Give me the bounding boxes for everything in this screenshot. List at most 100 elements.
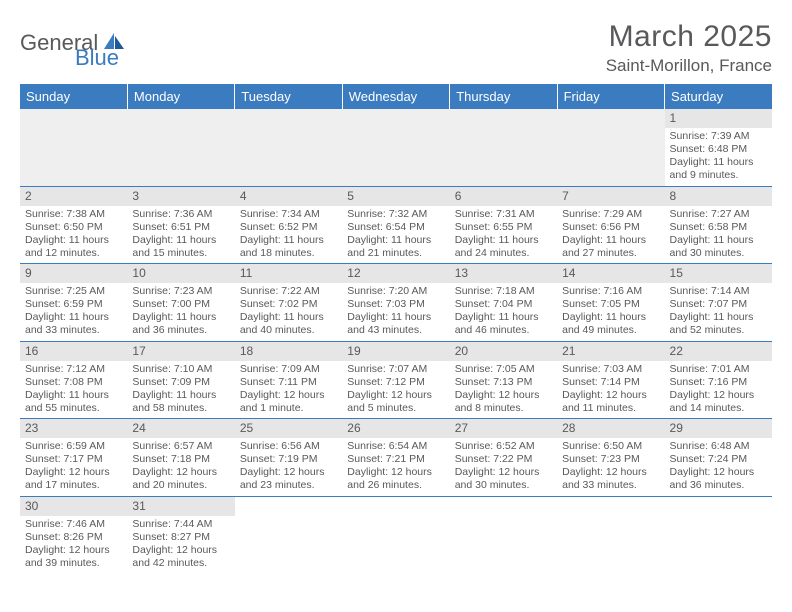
calendar-day: 24Sunrise: 6:57 AMSunset: 7:18 PMDayligh…	[127, 419, 234, 497]
day-number: 17	[127, 342, 234, 361]
day-d2: and 11 minutes.	[562, 402, 659, 415]
day-ss: Sunset: 7:14 PM	[562, 376, 659, 389]
day-number: 14	[557, 264, 664, 283]
day-d2: and 30 minutes.	[455, 479, 552, 492]
day-d1: Daylight: 11 hours	[240, 234, 337, 247]
weekday-header: Tuesday	[235, 84, 342, 109]
day-details: Sunrise: 7:29 AMSunset: 6:56 PMDaylight:…	[557, 206, 664, 264]
day-d2: and 24 minutes.	[455, 247, 552, 260]
day-d1: Daylight: 12 hours	[562, 389, 659, 402]
day-details: Sunrise: 6:56 AMSunset: 7:19 PMDaylight:…	[235, 438, 342, 496]
month-title: March 2025	[606, 20, 772, 54]
day-details: Sunrise: 7:16 AMSunset: 7:05 PMDaylight:…	[557, 283, 664, 341]
day-ss: Sunset: 7:23 PM	[562, 453, 659, 466]
day-number: 27	[450, 419, 557, 438]
day-ss: Sunset: 6:50 PM	[25, 221, 122, 234]
calendar-day: 5Sunrise: 7:32 AMSunset: 6:54 PMDaylight…	[342, 186, 449, 264]
day-d2: and 58 minutes.	[132, 402, 229, 415]
day-d2: and 40 minutes.	[240, 324, 337, 337]
day-details: Sunrise: 6:59 AMSunset: 7:17 PMDaylight:…	[20, 438, 127, 496]
day-d1: Daylight: 12 hours	[240, 466, 337, 479]
calendar-day: 31Sunrise: 7:44 AMSunset: 8:27 PMDayligh…	[127, 496, 234, 573]
calendar-day: 8Sunrise: 7:27 AMSunset: 6:58 PMDaylight…	[665, 186, 772, 264]
day-sr: Sunrise: 7:29 AM	[562, 208, 659, 221]
calendar-page: General March 2025 Saint-Morillon, Franc…	[0, 0, 792, 573]
calendar-day: 3Sunrise: 7:36 AMSunset: 6:51 PMDaylight…	[127, 186, 234, 264]
day-d1: Daylight: 11 hours	[455, 311, 552, 324]
calendar-day: 4Sunrise: 7:34 AMSunset: 6:52 PMDaylight…	[235, 186, 342, 264]
day-number: 9	[20, 264, 127, 283]
day-details: Sunrise: 7:18 AMSunset: 7:04 PMDaylight:…	[450, 283, 557, 341]
day-number: 15	[665, 264, 772, 283]
day-number: 8	[665, 187, 772, 206]
day-ss: Sunset: 7:05 PM	[562, 298, 659, 311]
calendar-day: 19Sunrise: 7:07 AMSunset: 7:12 PMDayligh…	[342, 341, 449, 419]
calendar-day: 15Sunrise: 7:14 AMSunset: 7:07 PMDayligh…	[665, 264, 772, 342]
calendar-empty	[20, 109, 127, 186]
day-sr: Sunrise: 6:57 AM	[132, 440, 229, 453]
day-details: Sunrise: 7:23 AMSunset: 7:00 PMDaylight:…	[127, 283, 234, 341]
day-d1: Daylight: 11 hours	[25, 389, 122, 402]
day-sr: Sunrise: 7:05 AM	[455, 363, 552, 376]
day-d1: Daylight: 12 hours	[132, 544, 229, 557]
day-ss: Sunset: 6:48 PM	[670, 143, 767, 156]
day-details: Sunrise: 7:44 AMSunset: 8:27 PMDaylight:…	[127, 516, 234, 574]
day-number: 19	[342, 342, 449, 361]
day-d1: Daylight: 11 hours	[240, 311, 337, 324]
calendar-empty	[235, 109, 342, 186]
day-sr: Sunrise: 6:52 AM	[455, 440, 552, 453]
day-number: 13	[450, 264, 557, 283]
day-d1: Daylight: 11 hours	[347, 311, 444, 324]
day-d2: and 5 minutes.	[347, 402, 444, 415]
day-ss: Sunset: 7:13 PM	[455, 376, 552, 389]
day-sr: Sunrise: 7:03 AM	[562, 363, 659, 376]
day-d1: Daylight: 12 hours	[347, 389, 444, 402]
day-details: Sunrise: 7:07 AMSunset: 7:12 PMDaylight:…	[342, 361, 449, 419]
calendar-day: 21 Sunrise: 7:03 AMSunset: 7:14 PMDayligh…	[557, 341, 664, 419]
weekday-header: Sunday	[20, 84, 127, 109]
location-label: Saint-Morillon, France	[606, 56, 772, 76]
day-details: Sunrise: 7:39 AMSunset: 6:48 PMDaylight:…	[665, 128, 772, 186]
day-number: 6	[450, 187, 557, 206]
day-ss: Sunset: 7:19 PM	[240, 453, 337, 466]
calendar-day: 28Sunrise: 6:50 AMSunset: 7:23 PMDayligh…	[557, 419, 664, 497]
calendar-day: 1Sunrise: 7:39 AMSunset: 6:48 PMDaylight…	[665, 109, 772, 186]
day-ss: Sunset: 7:11 PM	[240, 376, 337, 389]
calendar-week: 9Sunrise: 7:25 AMSunset: 6:59 PMDaylight…	[20, 264, 772, 342]
day-sr: Sunrise: 7:36 AM	[132, 208, 229, 221]
day-d2: and 15 minutes.	[132, 247, 229, 260]
day-d1: Daylight: 11 hours	[670, 311, 767, 324]
calendar-empty	[665, 496, 772, 573]
day-sr: Sunrise: 6:54 AM	[347, 440, 444, 453]
calendar-day: 18Sunrise: 7:09 AMSunset: 7:11 PMDayligh…	[235, 341, 342, 419]
day-details: Sunrise: 6:50 AMSunset: 7:23 PMDaylight:…	[557, 438, 664, 496]
day-ss: Sunset: 7:04 PM	[455, 298, 552, 311]
day-d2: and 26 minutes.	[347, 479, 444, 492]
day-d2: and 46 minutes.	[455, 324, 552, 337]
day-sr: Sunrise: 6:59 AM	[25, 440, 122, 453]
day-d1: Daylight: 12 hours	[240, 389, 337, 402]
day-number: 21	[557, 342, 664, 361]
day-number: 23	[20, 419, 127, 438]
day-number: 5	[342, 187, 449, 206]
day-d1: Daylight: 12 hours	[455, 466, 552, 479]
calendar-empty	[450, 496, 557, 573]
day-sr: Sunrise: 7:38 AM	[25, 208, 122, 221]
day-d1: Daylight: 12 hours	[25, 466, 122, 479]
day-d2: and 42 minutes.	[132, 557, 229, 570]
calendar-day: 26Sunrise: 6:54 AMSunset: 7:21 PMDayligh…	[342, 419, 449, 497]
day-sr: Sunrise: 7:10 AM	[132, 363, 229, 376]
day-sr: Sunrise: 7:07 AM	[347, 363, 444, 376]
calendar-day: 17Sunrise: 7:10 AMSunset: 7:09 PMDayligh…	[127, 341, 234, 419]
day-details: Sunrise: 7:25 AMSunset: 6:59 PMDaylight:…	[20, 283, 127, 341]
day-sr: Sunrise: 7:14 AM	[670, 285, 767, 298]
day-d2: and 9 minutes.	[670, 169, 767, 182]
weekday-header: Monday	[127, 84, 234, 109]
brand-part2: Blue	[75, 45, 119, 71]
day-details: Sunrise: 7:34 AMSunset: 6:52 PMDaylight:…	[235, 206, 342, 264]
day-details: Sunrise: 7:09 AMSunset: 7:11 PMDaylight:…	[235, 361, 342, 419]
day-number: 29	[665, 419, 772, 438]
calendar-head: SundayMondayTuesdayWednesdayThursdayFrid…	[20, 84, 772, 109]
day-details: Sunrise: 7:38 AMSunset: 6:50 PMDaylight:…	[20, 206, 127, 264]
day-ss: Sunset: 6:55 PM	[455, 221, 552, 234]
